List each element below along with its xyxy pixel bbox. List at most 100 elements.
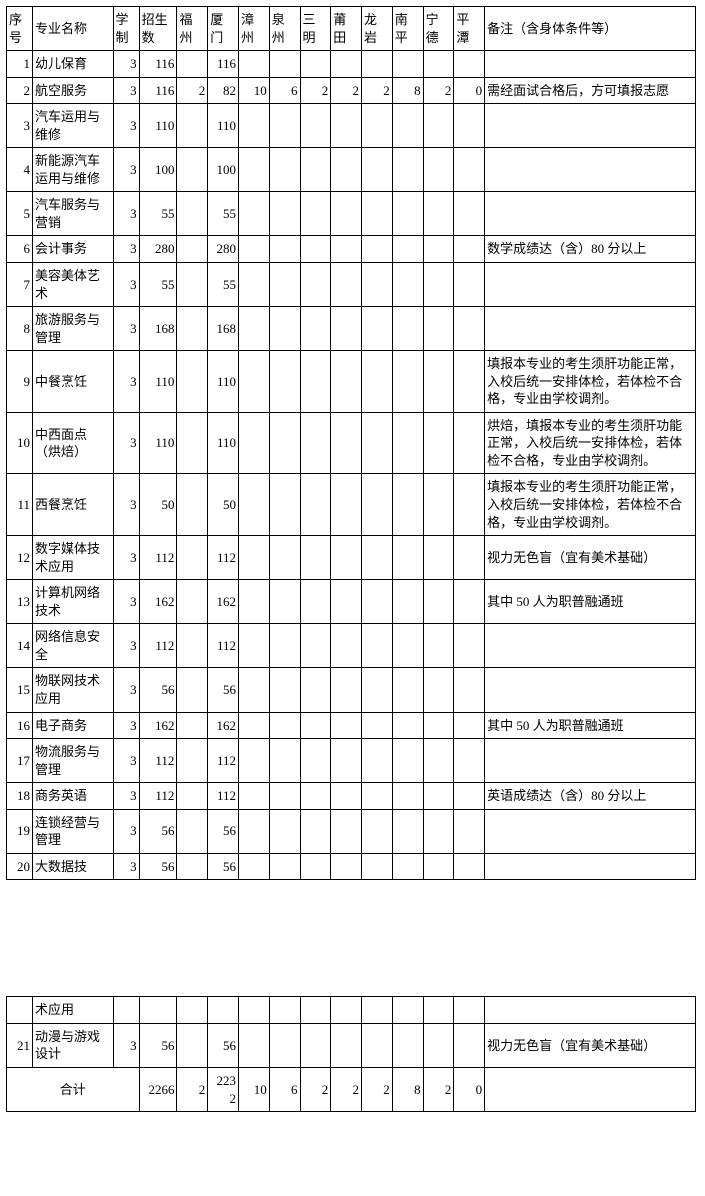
cell: [454, 997, 485, 1024]
cell: [300, 1023, 331, 1067]
cell: [300, 412, 331, 474]
cell: 116: [139, 77, 177, 104]
cell: [238, 712, 269, 739]
cell: [238, 624, 269, 668]
cell: [454, 307, 485, 351]
cell: 21: [7, 1023, 33, 1067]
cell: [269, 236, 300, 263]
cell: 55: [208, 263, 239, 307]
table-row: 3汽车运用与维修3110110: [7, 104, 696, 148]
cell: [392, 263, 423, 307]
cell: [362, 474, 393, 536]
cell: 填报本专业的考生须肝功能正常，入校后统一安排体检，若体检不合格，专业由学校调剂。: [485, 351, 696, 413]
cell: 10: [7, 412, 33, 474]
cell: [392, 624, 423, 668]
cell: 电子商务: [33, 712, 114, 739]
table-row: 8旅游服务与管理3168168: [7, 307, 696, 351]
cell: 3: [113, 148, 139, 192]
total-city: 2: [362, 1067, 393, 1111]
cell: [362, 412, 393, 474]
cell: [454, 580, 485, 624]
col-city-9: 平潭: [454, 7, 485, 51]
cell: 3: [113, 192, 139, 236]
enrollment-table-2: 术应用21动漫与游戏设计35656视力无色盲（宜有美术基础）合计22662223…: [6, 996, 696, 1112]
cell: [392, 580, 423, 624]
cell: [238, 536, 269, 580]
total-note: [485, 1067, 696, 1111]
cell: [177, 624, 208, 668]
cell: 连锁经营与管理: [33, 809, 114, 853]
table-row: 21动漫与游戏设计35656视力无色盲（宜有美术基础）: [7, 1023, 696, 1067]
cell: [392, 236, 423, 263]
cell: [177, 536, 208, 580]
cell: [423, 739, 454, 783]
cell: [423, 307, 454, 351]
cell: [238, 739, 269, 783]
cell: 3: [113, 412, 139, 474]
cell: 56: [139, 853, 177, 880]
cell: 填报本专业的考生须肝功能正常，入校后统一安排体检，若体检不合格，专业由学校调剂。: [485, 474, 696, 536]
cell: [362, 263, 393, 307]
cell: [238, 148, 269, 192]
cell: [238, 783, 269, 810]
cell: 112: [139, 624, 177, 668]
cell: 中西面点（烘焙）: [33, 412, 114, 474]
cell: [454, 51, 485, 78]
cell: [423, 351, 454, 413]
cell: [423, 1023, 454, 1067]
cell: [392, 997, 423, 1024]
cell: [331, 853, 362, 880]
cell: [454, 351, 485, 413]
cell: 13: [7, 580, 33, 624]
cell: [269, 809, 300, 853]
cell: [423, 263, 454, 307]
cell: [269, 351, 300, 413]
cell: 168: [208, 307, 239, 351]
table-row: 7美容美体艺术35555: [7, 263, 696, 307]
cell: 3: [113, 580, 139, 624]
cell: [177, 51, 208, 78]
cell: [269, 307, 300, 351]
cell: 280: [208, 236, 239, 263]
cell: [362, 580, 393, 624]
cell: [177, 853, 208, 880]
total-label: 合计: [7, 1067, 140, 1111]
cell: [177, 997, 208, 1024]
cell: 14: [7, 624, 33, 668]
table-row: 17物流服务与管理3112112: [7, 739, 696, 783]
cell: [485, 853, 696, 880]
cell: [139, 997, 177, 1024]
cell: [423, 712, 454, 739]
cell: [454, 809, 485, 853]
cell: [269, 51, 300, 78]
cell: 3: [113, 739, 139, 783]
cell: 旅游服务与管理: [33, 307, 114, 351]
cell: [177, 148, 208, 192]
cell: 11: [7, 474, 33, 536]
cell: [362, 148, 393, 192]
cell: 幼儿保育: [33, 51, 114, 78]
cell: 162: [139, 580, 177, 624]
cell: [300, 263, 331, 307]
cell: [423, 51, 454, 78]
cell: [300, 148, 331, 192]
cell: 计算机网络技术: [33, 580, 114, 624]
cell: [238, 580, 269, 624]
cell: [362, 809, 393, 853]
cell: 10: [238, 77, 269, 104]
cell: [423, 624, 454, 668]
cell: [300, 783, 331, 810]
cell: 100: [139, 148, 177, 192]
cell: [177, 412, 208, 474]
cell: [269, 712, 300, 739]
cell: [423, 474, 454, 536]
cell: [331, 580, 362, 624]
cell: [423, 148, 454, 192]
cell: [331, 104, 362, 148]
table-row: 术应用: [7, 997, 696, 1024]
cell: [269, 263, 300, 307]
cell: [208, 997, 239, 1024]
cell: 烘焙，填报本专业的考生须肝功能正常，入校后统一安排体检，若体检不合格，专业由学校…: [485, 412, 696, 474]
cell: [238, 809, 269, 853]
cell: 物联网技术应用: [33, 668, 114, 712]
